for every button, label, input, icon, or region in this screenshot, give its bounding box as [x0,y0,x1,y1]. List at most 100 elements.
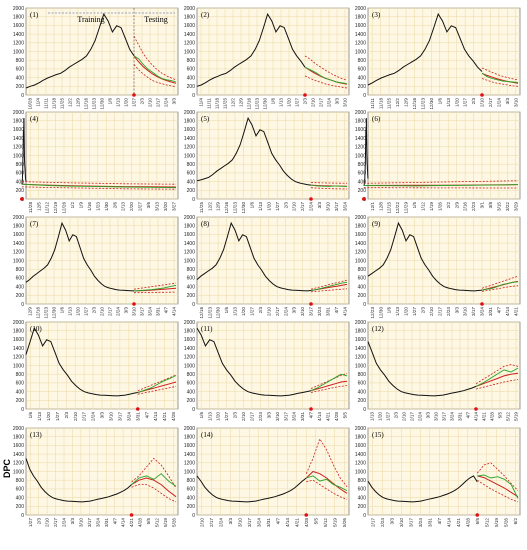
y-tick-label: 400 [187,179,196,185]
y-tick-label: 1200 [355,250,366,256]
x-tick-label: 2/10 [148,98,153,107]
x-tick-label: 4/28 [171,412,176,421]
x-tick-label: 1/13 [258,202,263,211]
x-tick-label: 3/10 [109,412,114,421]
x-tick-label: 2/17 [275,307,280,316]
x-tick-label: 11/25 [199,202,204,214]
x-tick-label: 1/13 [233,307,238,316]
y-tick-label: 2000 [355,110,366,116]
x-tick-label: 3/31 [156,307,161,316]
y-tick-label: 2000 [13,215,24,221]
y-tick-label: 1800 [355,119,366,125]
x-tick-label: 2/24 [116,307,121,316]
x-tick-label: 5/5 [146,518,151,525]
x-tick-label: 3/3 [389,518,394,525]
upper-bound-series [481,275,519,289]
y-tick-label: 1400 [13,32,24,38]
x-tick-label: 2/17 [410,412,415,421]
x-tick-label: 2/10 [480,98,485,107]
x-tick-label: 2/2 [446,202,451,209]
x-tick-label: 2/17 [249,412,254,421]
x-tick-label: 4/21 [129,518,134,527]
observed-series [196,12,306,87]
y-tick-label: 600 [187,276,196,282]
x-tick-label: 3/24 [95,518,100,527]
x-tick-label: 5/19 [514,412,519,421]
y-tick-label: 0 [192,93,195,99]
observed-series [196,221,312,292]
split-marker [475,513,480,517]
x-tick-label: 3/29 [513,202,518,211]
x-tick-label: 4/7 [309,412,314,419]
x-tick-label: 2/13 [121,202,126,211]
x-tick-label: 4/14 [153,412,158,421]
x-tick-label: 3/10 [275,412,280,421]
x-tick-label: 2/24 [327,98,332,107]
x-tick-label: 1/13 [68,307,73,316]
split-marker [474,407,478,411]
upper-bound-series [475,364,519,385]
x-tick-label: 12/16 [84,98,89,110]
y-tick-label: 1200 [355,41,366,47]
x-tick-label: 3/31 [104,518,109,527]
x-tick-label: 3/3 [266,412,271,419]
y-tick-label: 800 [16,478,25,484]
x-tick-label: 5/19 [332,518,337,527]
x-tick-label: 5/5 [342,412,347,419]
y-tick-label: 200 [187,188,196,194]
actual-series [310,373,348,392]
panel-label: (15) [372,431,384,439]
x-tick-label: 4/14 [317,412,322,421]
y-tick-label: 600 [16,67,25,73]
x-tick-label: 2/3 [233,412,238,419]
x-tick-label: 11/25 [60,98,65,110]
lower-bound-series [477,479,519,503]
y-tick-label: 1400 [355,241,366,247]
y-tick-label: 0 [21,513,24,519]
x-tick-label: 5/19 [494,518,499,527]
x-tick-label: 2/24 [91,412,96,421]
y-tick-label: 1200 [184,355,195,361]
y-tick-label: 1400 [13,241,24,247]
y-tick-label: 800 [187,58,196,64]
y-tick-label: 1800 [184,224,195,230]
upper-bound-series [363,180,519,184]
split-marker [309,197,313,201]
x-tick-label: 2/10 [311,98,316,107]
x-tick-label: 1/30 [104,202,109,211]
x-tick-label: 11/11 [207,98,212,109]
panel-label: (13) [30,431,42,439]
panel-3: 0 200 400 600 800 1000 1200 1400 1600 1800 2000 11/… [355,6,521,110]
x-tick-label: 2/3 [420,307,425,314]
x-tick-label: 1/27 [386,412,391,421]
x-tick-label: 2/3 [64,412,69,419]
x-tick-label: 3/3 [454,307,459,314]
x-tick-label: 4/14 [172,307,177,316]
x-tick-label: 12/2 [68,98,73,107]
y-tick-label: 1000 [355,153,366,159]
y-tick-label: 0 [363,302,366,308]
x-tick-label: 12/30 [52,307,57,319]
y-tick-label: 1400 [184,452,195,458]
x-tick-label: 3/3 [70,518,75,525]
x-tick-label: 12/30 [241,202,246,214]
x-tick-label: 3/24 [418,518,423,527]
y-tick-label: 1400 [184,241,195,247]
y-tick-label: 1600 [355,23,366,29]
y-tick-label: 1400 [355,346,366,352]
y-tick-label: 800 [16,372,25,378]
y-tick-label: 1000 [184,258,195,264]
x-tick-label: 10/28 [28,98,33,110]
x-tick-label: 12/23 [233,202,238,214]
y-tick-label: 1200 [184,461,195,467]
x-tick-label: 3/10 [237,518,242,527]
x-tick-label: 2/24 [418,412,423,421]
x-tick-label: 4/28 [304,518,309,527]
x-tick-label: 3/10 [399,518,404,527]
x-tick-label: 12/23 [370,307,375,319]
observed-series [196,475,307,503]
y-tick-label: 2000 [355,320,366,326]
panel-label: (1) [30,11,39,19]
y-tick-label: 1600 [355,232,366,238]
